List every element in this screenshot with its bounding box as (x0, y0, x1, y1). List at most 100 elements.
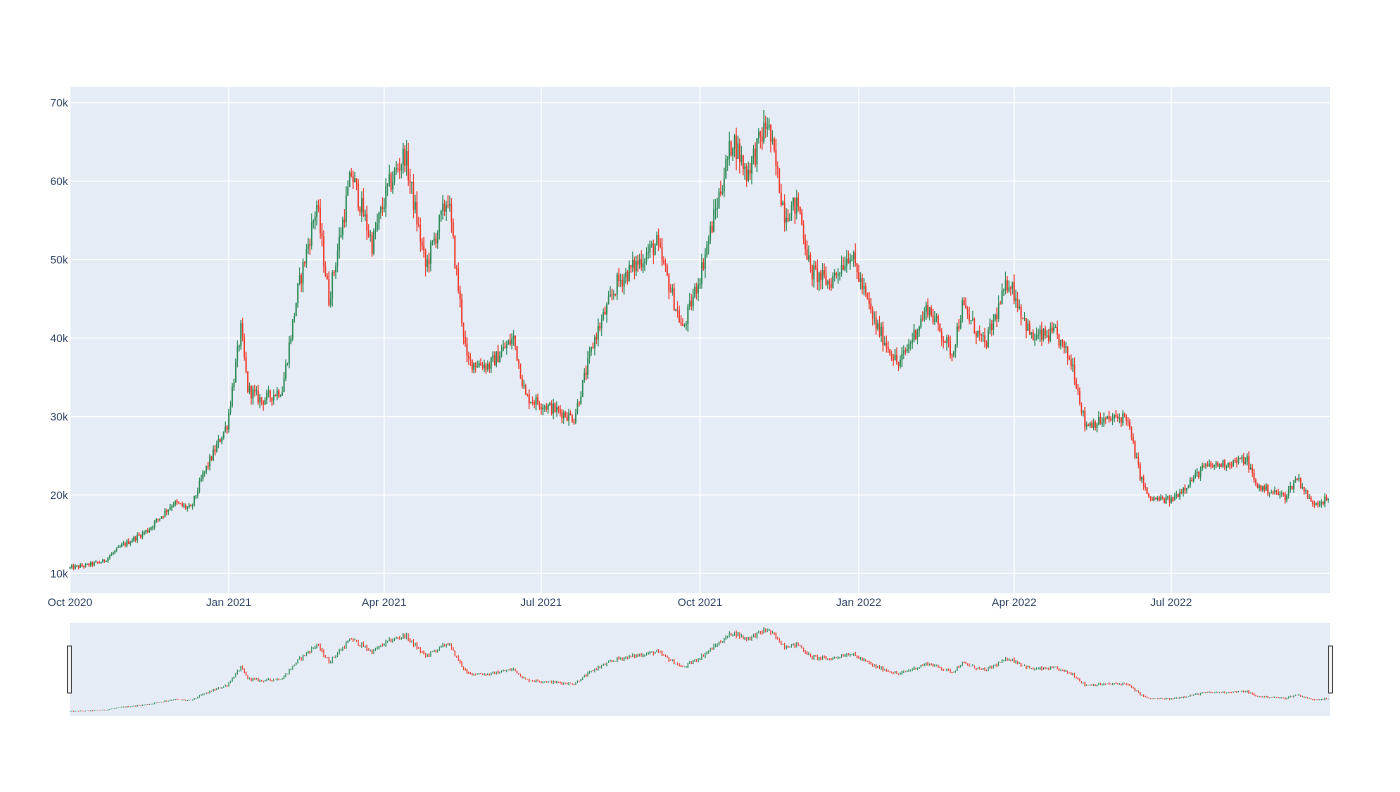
candle-body (1322, 501, 1324, 504)
candle-body (447, 205, 449, 207)
candle-body (464, 336, 466, 344)
candle-body (1248, 456, 1250, 470)
candle-body (543, 406, 546, 408)
candle-body (188, 505, 190, 508)
candle-body (949, 341, 951, 356)
candle-body (1268, 493, 1271, 495)
candle-body (875, 317, 877, 329)
candle-body (842, 265, 844, 270)
candle-body (264, 400, 266, 405)
candle-body (701, 262, 703, 284)
candle-body (404, 149, 406, 166)
candle-body (953, 351, 955, 356)
candle-body (411, 181, 413, 183)
candle-body (902, 350, 905, 354)
candle-body (802, 224, 805, 240)
candle-body (140, 534, 142, 538)
candle-body (136, 534, 139, 541)
candle-body (656, 235, 658, 246)
candle-body (1130, 427, 1133, 438)
candle-body (416, 202, 418, 225)
candle-body (267, 390, 270, 393)
candle-body (162, 516, 164, 518)
candle-body (348, 172, 351, 188)
candle-body (279, 395, 282, 397)
candle-body (661, 247, 663, 261)
candle-body (276, 390, 278, 397)
candle-body (1049, 327, 1052, 342)
candle-body (505, 344, 508, 349)
candle-body (229, 405, 232, 413)
candle-body (713, 209, 715, 232)
candle-body (937, 316, 939, 325)
candle-body (535, 397, 537, 405)
candle-body (607, 296, 610, 304)
candle-body (409, 180, 411, 183)
candle-body (1168, 496, 1171, 503)
candle-body (1101, 422, 1103, 424)
candle-body (887, 347, 889, 350)
rangeslider-background[interactable] (70, 623, 1330, 716)
candle-body (1054, 327, 1057, 329)
candle-body (547, 404, 549, 410)
candle-body (511, 338, 513, 345)
candle-body (789, 220, 791, 222)
candle-body (1066, 346, 1069, 358)
candle-body (695, 286, 698, 294)
candle-body (476, 366, 479, 368)
candle-body (573, 421, 575, 423)
candle-body (666, 265, 668, 276)
candle-body (433, 238, 435, 241)
candles (69, 109, 1329, 571)
candle-body (442, 203, 444, 212)
candle-body (785, 217, 787, 223)
candle-body (1203, 465, 1205, 467)
candle-body (792, 197, 794, 206)
candle-body (996, 314, 998, 319)
candle-body (216, 444, 218, 452)
candle-body (423, 245, 425, 251)
candle-body (1327, 498, 1329, 500)
candle-body (663, 260, 665, 263)
candle-body (730, 141, 732, 156)
candle-body (335, 265, 337, 273)
candle-body (925, 305, 927, 312)
candle-body (1068, 357, 1071, 360)
y-tick-label: 50k (50, 255, 68, 267)
candle-body (697, 284, 699, 294)
candle-body (105, 561, 107, 563)
candle-body (726, 159, 729, 161)
candle-body (461, 299, 463, 323)
candle-body (1122, 413, 1124, 423)
candle-body (973, 318, 976, 334)
candle-body (1110, 419, 1112, 421)
candle-body (124, 543, 126, 546)
candle-body (844, 265, 846, 270)
candle-body (1118, 417, 1121, 419)
candle-body (559, 409, 561, 413)
candle-body (342, 219, 344, 236)
candle-body (524, 385, 527, 395)
candle-body (783, 202, 786, 223)
candle-body (1153, 497, 1155, 501)
candle-body (868, 298, 870, 304)
candle-body (545, 406, 548, 410)
rangeslider-left-handle[interactable] (67, 645, 72, 694)
candle-body (148, 529, 151, 532)
candle-body (83, 566, 85, 568)
candle-body (252, 389, 254, 399)
candle-body (1184, 487, 1186, 490)
candle-body (1075, 380, 1077, 389)
candle-body (809, 255, 812, 266)
candle-body (518, 360, 520, 364)
candle-body (1241, 457, 1243, 459)
candle-body (1028, 323, 1031, 335)
candle-body (1158, 497, 1160, 501)
candle-body (675, 309, 677, 311)
x-tick-label: Jan 2022 (836, 597, 881, 609)
candle-body (614, 293, 617, 295)
candle-body (1080, 403, 1083, 413)
candle-body (214, 449, 216, 452)
rangeslider-right-handle[interactable] (1328, 645, 1333, 694)
candle-body (1187, 485, 1190, 489)
